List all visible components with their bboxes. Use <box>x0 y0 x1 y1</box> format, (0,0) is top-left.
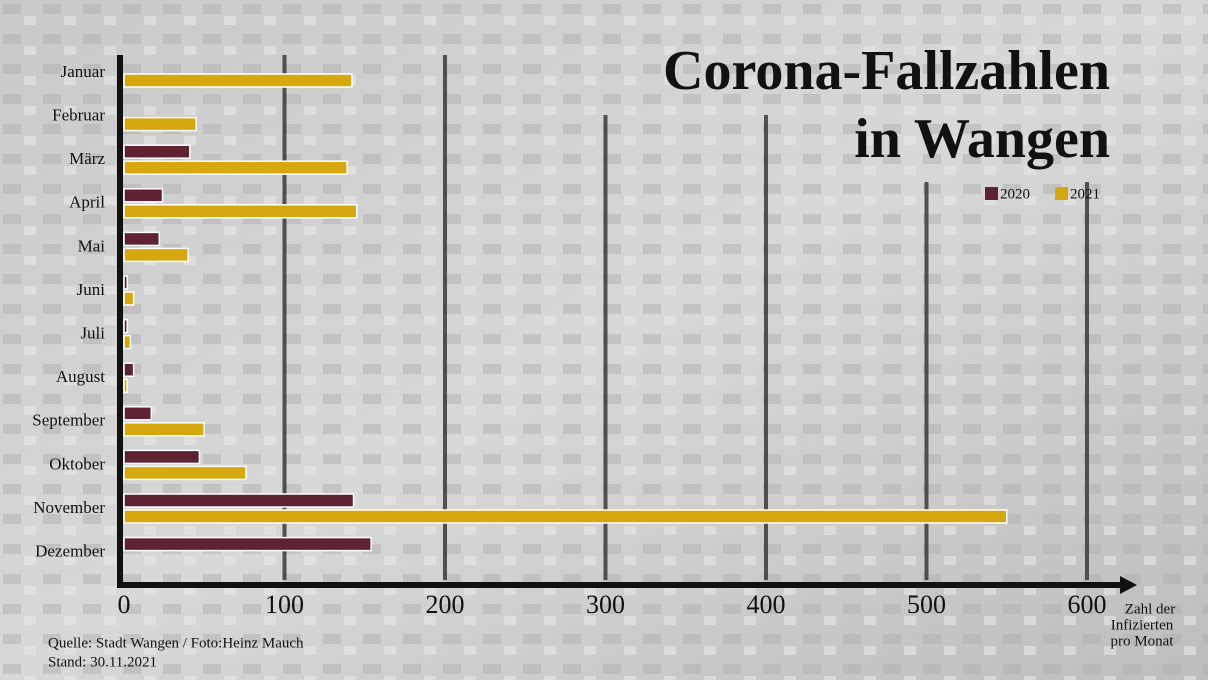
bar <box>123 509 1008 524</box>
bar <box>123 73 353 88</box>
y-tick-label: Februar <box>52 106 105 125</box>
x-tick-label: 300 <box>586 590 625 619</box>
chart-title: in Wangen <box>854 108 1110 170</box>
x-tick-label: 400 <box>747 590 786 619</box>
y-tick-label: Dezember <box>35 542 105 561</box>
bar <box>123 536 372 552</box>
axis-label: pro Monat <box>1111 633 1175 649</box>
bar <box>123 160 348 175</box>
bar <box>123 406 153 421</box>
source: Quelle: Stadt Wangen / Foto:Heinz Mauch <box>48 635 304 651</box>
bar <box>123 188 164 203</box>
y-tick-label: April <box>69 193 105 212</box>
bar <box>123 275 128 290</box>
x-tick-label: 0 <box>118 590 131 619</box>
bar <box>123 291 135 306</box>
bar <box>123 318 128 334</box>
axis-arrow <box>1120 576 1137 594</box>
bar <box>123 204 358 219</box>
chart-title: Corona-Fallzahlen <box>663 40 1110 102</box>
axis-label: Zahl der <box>1125 601 1175 617</box>
bar <box>123 362 135 377</box>
x-tick-label: 100 <box>265 590 304 619</box>
bar <box>123 449 201 465</box>
source: Stand: 30.11.2021 <box>48 654 157 670</box>
bar <box>123 334 132 350</box>
legend-label: 2020 <box>1000 186 1030 202</box>
axis-label: Infizierten <box>1111 617 1174 633</box>
bar <box>123 378 128 393</box>
bar <box>123 231 161 247</box>
y-tick-label: Juni <box>77 280 106 299</box>
y-tick-label: Oktober <box>49 454 105 473</box>
bar <box>123 465 247 481</box>
bar <box>123 116 197 132</box>
legend-swatch <box>1055 187 1068 200</box>
y-tick-label: Mai <box>78 236 106 255</box>
y-tick-label: August <box>56 367 105 386</box>
y-tick-label: Juli <box>80 324 105 343</box>
y-tick-label: Januar <box>61 62 106 81</box>
bar <box>123 247 189 263</box>
x-tick-label: 200 <box>426 590 465 619</box>
y-tick-label: November <box>33 498 105 517</box>
y-tick-label: März <box>69 149 105 168</box>
legend-swatch <box>985 187 998 200</box>
bar <box>123 422 205 437</box>
x-tick-label: 600 <box>1068 590 1107 619</box>
legend-label: 2021 <box>1070 186 1100 202</box>
y-tick-label: September <box>32 411 105 430</box>
bar <box>123 144 191 159</box>
bar <box>123 493 355 508</box>
x-tick-label: 500 <box>907 590 946 619</box>
